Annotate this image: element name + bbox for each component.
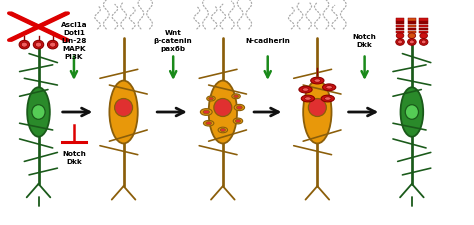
Bar [419, 19, 428, 22]
Ellipse shape [326, 86, 332, 90]
Ellipse shape [324, 97, 331, 101]
Ellipse shape [408, 39, 416, 46]
Ellipse shape [237, 106, 242, 110]
Bar [408, 19, 416, 22]
Ellipse shape [405, 105, 419, 120]
Ellipse shape [209, 98, 213, 100]
Bar [396, 25, 404, 28]
Ellipse shape [214, 99, 232, 117]
Ellipse shape [321, 96, 334, 102]
Bar [419, 32, 428, 34]
Ellipse shape [201, 109, 212, 116]
Bar [419, 22, 428, 25]
Ellipse shape [420, 34, 428, 39]
Ellipse shape [408, 34, 416, 39]
Bar [396, 29, 404, 31]
Text: Wnt
β-catenin
pax6b: Wnt β-catenin pax6b [154, 30, 192, 52]
Ellipse shape [32, 105, 45, 120]
Bar [396, 32, 404, 34]
Ellipse shape [36, 43, 42, 48]
Ellipse shape [396, 34, 404, 39]
Ellipse shape [47, 41, 58, 50]
Ellipse shape [234, 105, 245, 111]
Ellipse shape [209, 81, 237, 144]
Text: Notch
Dkk: Notch Dkk [62, 150, 86, 164]
Ellipse shape [220, 129, 226, 132]
Ellipse shape [401, 88, 423, 137]
Ellipse shape [50, 43, 56, 48]
Text: Notch
Dkk: Notch Dkk [353, 34, 376, 48]
Ellipse shape [234, 95, 238, 98]
Ellipse shape [302, 88, 309, 92]
Ellipse shape [218, 128, 228, 133]
Ellipse shape [21, 43, 27, 48]
Ellipse shape [203, 121, 214, 126]
Ellipse shape [303, 81, 331, 144]
Ellipse shape [115, 99, 133, 117]
Ellipse shape [305, 97, 311, 101]
Ellipse shape [233, 119, 243, 124]
Bar [419, 29, 428, 31]
Text: Ascl1a
Dotl1
Lin-28
MAPK
PI3K: Ascl1a Dotl1 Lin-28 MAPK PI3K [61, 22, 87, 60]
Ellipse shape [314, 79, 320, 83]
Ellipse shape [206, 122, 211, 125]
Bar [408, 32, 416, 34]
Ellipse shape [19, 41, 29, 50]
Ellipse shape [27, 88, 50, 137]
Ellipse shape [203, 111, 210, 114]
Ellipse shape [33, 41, 44, 50]
Bar [408, 22, 416, 25]
Bar [396, 22, 404, 25]
Bar [396, 19, 404, 22]
Bar [419, 25, 428, 28]
Ellipse shape [410, 41, 414, 45]
Ellipse shape [236, 120, 240, 123]
Ellipse shape [311, 78, 324, 85]
Ellipse shape [232, 94, 240, 99]
Ellipse shape [421, 41, 426, 45]
Ellipse shape [396, 39, 404, 46]
Ellipse shape [207, 97, 215, 101]
Ellipse shape [299, 87, 312, 94]
Text: N-cadherin: N-cadherin [245, 38, 290, 44]
Ellipse shape [419, 39, 428, 46]
Ellipse shape [309, 99, 326, 117]
Bar [408, 29, 416, 31]
Ellipse shape [301, 96, 315, 102]
Ellipse shape [109, 81, 138, 144]
Bar [408, 25, 416, 28]
Ellipse shape [398, 41, 402, 45]
Ellipse shape [322, 85, 336, 91]
